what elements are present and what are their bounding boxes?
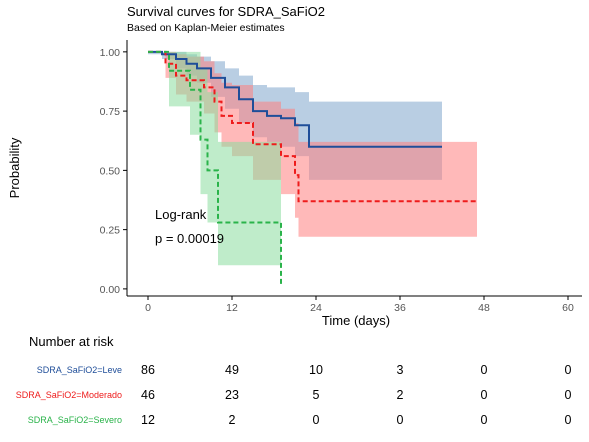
survival-curves bbox=[148, 50, 477, 285]
logrank-label: Log-rank bbox=[155, 207, 207, 222]
x-axis-label: Time (days) bbox=[322, 313, 390, 328]
risk-row-label: SDRA_SaFiO2=Moderado bbox=[16, 390, 122, 400]
risk-count: 0 bbox=[481, 413, 488, 427]
curve-severo bbox=[148, 50, 282, 285]
risk-count: 0 bbox=[481, 388, 488, 402]
risk-count: 86 bbox=[141, 363, 155, 377]
risk-row-label: SDRA_SaFiO2=Severo bbox=[28, 415, 122, 425]
y-tick-label: 0.50 bbox=[100, 165, 121, 177]
y-tick-label: 1.00 bbox=[100, 47, 121, 59]
y-tick-label: 0.25 bbox=[100, 225, 121, 237]
confidence-bands bbox=[148, 51, 477, 266]
risk-count: 3 bbox=[397, 363, 404, 377]
risk-count: 0 bbox=[565, 388, 572, 402]
curve-leve bbox=[148, 50, 442, 148]
ci-band-moderado bbox=[148, 51, 477, 237]
x-tick-label: 60 bbox=[562, 302, 574, 314]
y-tick-label: 0.00 bbox=[100, 284, 121, 296]
p-value-label: p = 0.00019 bbox=[155, 231, 224, 246]
risk-table-title: Number at risk bbox=[29, 334, 114, 349]
risk-count: 0 bbox=[313, 413, 320, 427]
x-axis: 0 12 24 36 48 60 bbox=[127, 295, 582, 314]
curve-moderado bbox=[148, 50, 477, 203]
x-tick-label: 48 bbox=[478, 302, 490, 314]
y-axis: 0.00 0.25 0.50 0.75 1.00 bbox=[100, 40, 128, 296]
ci-band-severo bbox=[148, 51, 281, 266]
y-tick-label: 0.75 bbox=[100, 106, 121, 118]
risk-count: 0 bbox=[565, 413, 572, 427]
chart-subtitle: Based on Kaplan-Meier estimates bbox=[127, 22, 285, 34]
risk-row-label: SDRA_SaFiO2=Leve bbox=[37, 365, 122, 375]
x-tick-label: 12 bbox=[226, 302, 238, 314]
x-tick-label: 0 bbox=[145, 302, 151, 314]
risk-count: 0 bbox=[481, 363, 488, 377]
chart-title: Survival curves for SDRA_SaFiO2 bbox=[127, 4, 325, 19]
risk-count: 12 bbox=[141, 413, 155, 427]
x-tick-label: 24 bbox=[310, 302, 322, 314]
risk-count: 0 bbox=[397, 413, 404, 427]
risk-table: SDRA_SaFiO2=Leve 86 49 10 3 0 0 SDRA_SaFiO2=Mod… bbox=[16, 363, 572, 427]
y-axis-label: Probability bbox=[7, 137, 22, 198]
x-tick-label: 36 bbox=[394, 302, 406, 314]
risk-count: 5 bbox=[313, 388, 320, 402]
risk-count: 2 bbox=[397, 388, 404, 402]
risk-count: 49 bbox=[225, 363, 239, 377]
risk-count: 10 bbox=[309, 363, 323, 377]
risk-count: 23 bbox=[225, 388, 239, 402]
risk-count: 46 bbox=[141, 388, 155, 402]
risk-count: 0 bbox=[565, 363, 572, 377]
risk-count: 2 bbox=[229, 413, 236, 427]
